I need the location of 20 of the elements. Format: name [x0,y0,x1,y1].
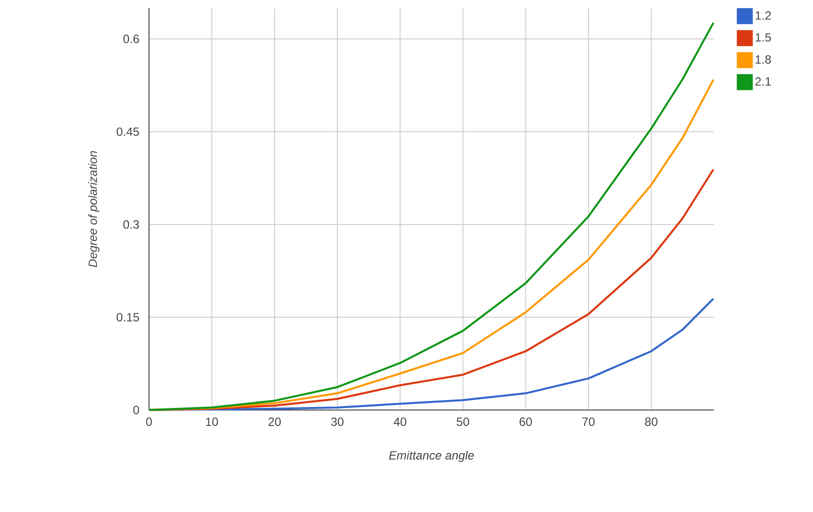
y-tick-label: 0.6 [123,34,139,44]
y-tick-label: 0.3 [123,220,139,229]
x-axis-title: Emittance angle [389,450,474,462]
y-axis-title: Degree of polarization [88,151,100,268]
x-tick-label: 80 [645,418,658,426]
x-tick-label: 50 [456,418,470,426]
x-tick-label: 60 [520,418,532,426]
x-tick-label: 10 [206,418,218,426]
legend-label: 1.2 [756,11,771,20]
y-tick-label: 0.45 [116,127,139,136]
x-tick-label: 40 [394,418,406,426]
x-tick-label: 0 [146,418,152,426]
legend-label: 1.8 [756,55,771,64]
x-tick-label: 20 [268,418,281,426]
y-tick-label: 0 [133,406,140,414]
legend-label: 2.1 [755,77,771,86]
legend-label: 1.5 [756,33,771,42]
x-tick-label: 70 [582,418,595,426]
y-tick-label: 0.15 [116,312,139,322]
x-tick-label: 30 [331,418,344,426]
